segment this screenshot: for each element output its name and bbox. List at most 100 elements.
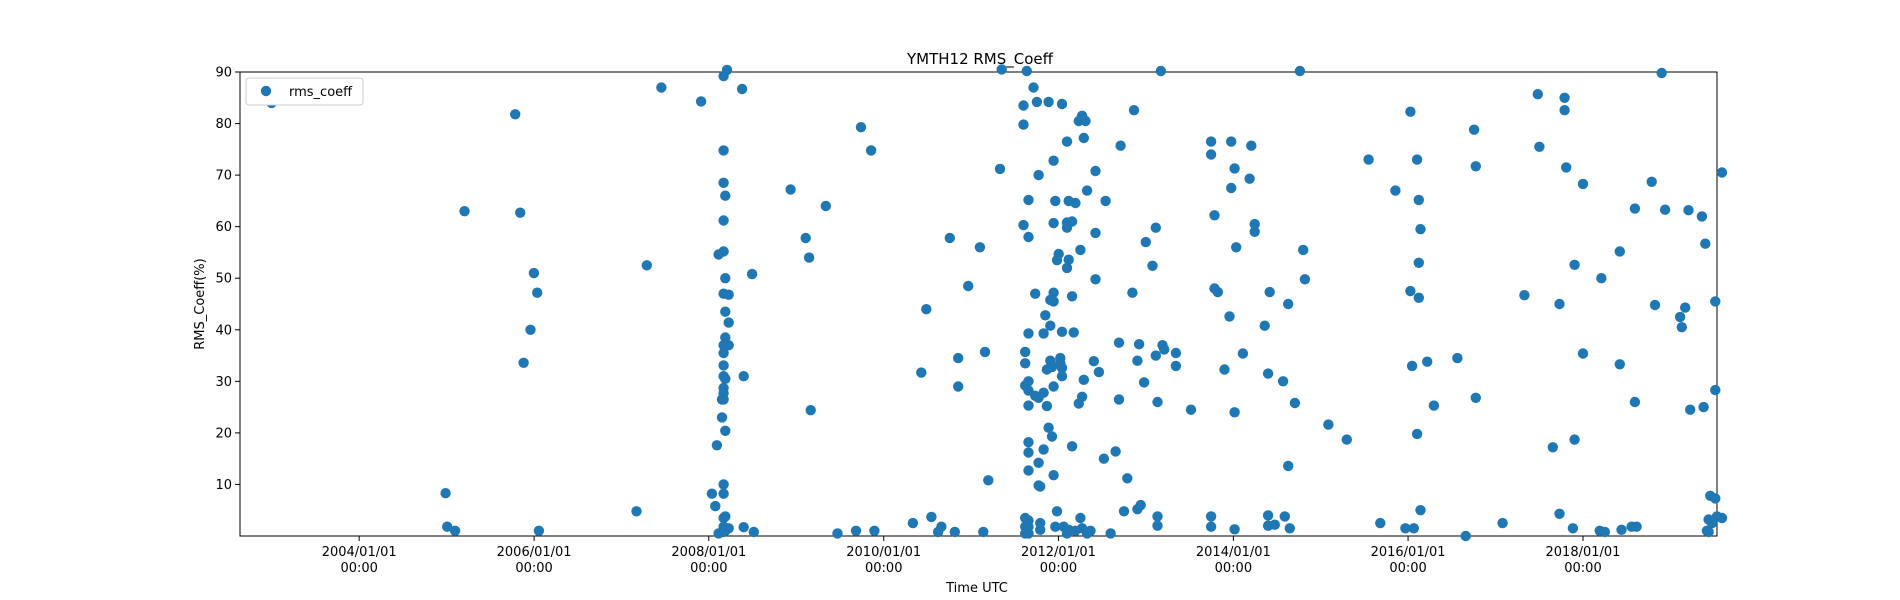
data-point [1569, 259, 1580, 270]
legend-label: rms_coeff [289, 85, 353, 100]
data-point [1716, 167, 1728, 178]
data-point [926, 511, 937, 523]
data-point [1205, 149, 1217, 160]
data-point [449, 525, 461, 536]
data-point [718, 145, 729, 156]
data-point [1048, 381, 1059, 392]
x-tick-label: 2014/01/01 [1196, 545, 1271, 560]
data-point [1088, 356, 1100, 367]
data-point [1053, 248, 1064, 260]
data-point [1683, 205, 1694, 216]
data-point [1408, 523, 1420, 534]
data-point [641, 260, 652, 271]
data-point [1035, 524, 1046, 535]
data-point [1023, 465, 1034, 476]
x-tick-label: 2004/01/01 [322, 545, 397, 560]
data-point [1680, 302, 1691, 313]
data-point [1554, 508, 1565, 519]
data-point [1045, 320, 1056, 331]
data-point [1185, 404, 1197, 415]
data-point [1023, 400, 1034, 411]
data-point [1577, 178, 1589, 190]
data-point [1685, 404, 1696, 415]
data-points [266, 64, 1728, 542]
data-point [1152, 511, 1163, 522]
data-point [1150, 350, 1162, 361]
data-point [1246, 140, 1257, 151]
data-point [1118, 506, 1130, 517]
data-point [936, 521, 947, 532]
data-point [855, 122, 867, 133]
data-point [1569, 434, 1580, 445]
data-point [1023, 376, 1034, 387]
data-point [1038, 328, 1049, 339]
data-point [1614, 359, 1626, 370]
data-point [1298, 244, 1309, 256]
data-point [1452, 352, 1463, 364]
data-point [1262, 510, 1274, 521]
data-point [1411, 154, 1423, 165]
data-point [1170, 347, 1182, 359]
x-tick-label-time: 00:00 [690, 561, 727, 576]
data-point [1390, 185, 1401, 196]
data-point [1023, 231, 1034, 243]
data-point [1561, 162, 1572, 173]
data-point [720, 373, 731, 384]
data-point [1050, 521, 1061, 532]
data-point [1205, 136, 1217, 147]
data-point [1147, 260, 1158, 271]
data-point [1212, 286, 1224, 298]
data-point [1363, 154, 1374, 165]
data-point [711, 440, 723, 451]
data-point [1132, 355, 1143, 366]
x-tick-label: 2008/01/01 [671, 545, 746, 560]
x-tick-label-time: 00:00 [1389, 561, 1426, 576]
data-point [979, 346, 991, 358]
data-point [1676, 322, 1688, 333]
data-point [907, 517, 919, 529]
x-tick-label: 2018/01/01 [1546, 545, 1621, 560]
x-tick-label-time: 00:00 [1040, 561, 1077, 576]
data-point [1229, 163, 1240, 174]
data-point [723, 523, 734, 534]
data-point [459, 206, 470, 217]
data-point [994, 163, 1006, 175]
data-point [1152, 396, 1163, 408]
data-point [1614, 246, 1626, 257]
x-axis-ticks: 2004/01/0100:002006/01/0100:002008/01/01… [322, 536, 1621, 576]
data-point [656, 82, 667, 93]
data-point [1428, 400, 1440, 411]
data-point [1205, 521, 1217, 532]
data-point [1656, 67, 1667, 79]
data-point [953, 381, 964, 392]
data-point [1411, 428, 1423, 440]
data-point [1710, 384, 1721, 396]
data-point [525, 324, 536, 335]
data-point [720, 306, 731, 317]
data-point [1460, 530, 1471, 542]
data-point [1028, 82, 1039, 93]
data-point [718, 246, 729, 257]
data-point [1413, 292, 1425, 303]
data-point [1284, 523, 1296, 534]
data-point [1470, 392, 1482, 403]
x-axis-label: Time UTC [945, 581, 1008, 596]
data-point [1710, 493, 1721, 504]
data-point [1031, 96, 1043, 108]
data-point [1170, 360, 1182, 372]
data-point [1023, 528, 1034, 539]
data-point [1700, 238, 1711, 249]
data-point [1532, 89, 1544, 100]
data-point [916, 367, 927, 378]
data-point [1323, 419, 1334, 430]
data-point [1279, 511, 1291, 522]
data-point [1056, 371, 1068, 382]
data-point [1128, 105, 1140, 116]
data-point [1056, 98, 1068, 110]
data-point [1048, 155, 1059, 166]
data-point [1413, 194, 1425, 206]
data-point [723, 289, 734, 300]
data-point [718, 394, 729, 405]
data-point [710, 500, 721, 512]
